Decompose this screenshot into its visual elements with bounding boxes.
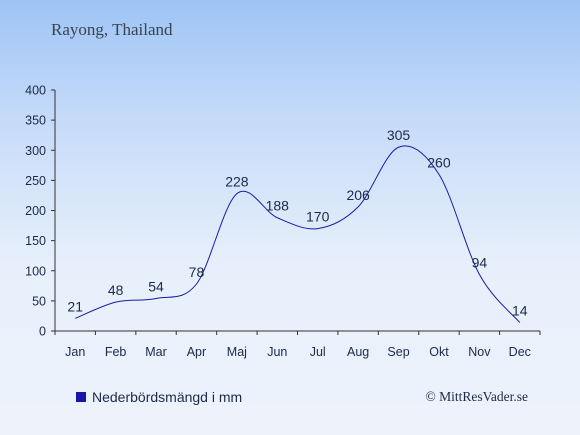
data-label: 305 — [387, 127, 411, 143]
y-tick-label: 300 — [25, 144, 46, 158]
x-tick-label: Aug — [347, 345, 369, 359]
y-tick-label: 250 — [25, 174, 46, 188]
data-label: 54 — [148, 278, 164, 294]
legend: Nederbördsmängd i mm — [76, 389, 242, 405]
x-tick-label: Apr — [187, 345, 206, 359]
y-tick-label: 150 — [25, 234, 46, 248]
y-tick-label: 350 — [25, 114, 46, 128]
x-tick-label: Sep — [387, 345, 409, 359]
data-label: 188 — [266, 198, 290, 214]
x-tick-label: Maj — [227, 345, 247, 359]
data-label: 260 — [427, 154, 451, 170]
data-label: 228 — [225, 174, 249, 190]
y-tick-label: 0 — [39, 325, 46, 339]
legend-swatch — [76, 392, 86, 402]
x-tick-label: Feb — [105, 345, 127, 359]
x-tick-label: Nov — [468, 345, 491, 359]
legend-label: Nederbördsmängd i mm — [92, 389, 243, 405]
x-tick-label: Jul — [310, 345, 326, 359]
chart-title: Rayong, Thailand — [51, 20, 173, 39]
y-tick-label: 50 — [32, 294, 46, 308]
data-label: 170 — [306, 209, 330, 225]
site-credit: © MittResVader.se — [425, 389, 529, 404]
x-tick-label: Mar — [145, 345, 167, 359]
x-tick-label: Okt — [429, 345, 449, 359]
data-label: 206 — [346, 187, 370, 203]
y-tick-label: 100 — [25, 264, 46, 278]
data-label: 94 — [472, 254, 488, 270]
x-tick-label: Jan — [65, 345, 85, 359]
data-label: 48 — [108, 282, 124, 298]
y-tick-label: 400 — [25, 84, 46, 98]
x-tick-label: Jun — [267, 345, 287, 359]
data-label: 14 — [512, 303, 528, 319]
data-label: 78 — [189, 264, 205, 280]
x-tick-label: Dec — [509, 345, 531, 359]
data-label: 21 — [67, 298, 83, 314]
y-tick-label: 200 — [25, 204, 46, 218]
series-line-nederbord — [75, 145, 521, 323]
